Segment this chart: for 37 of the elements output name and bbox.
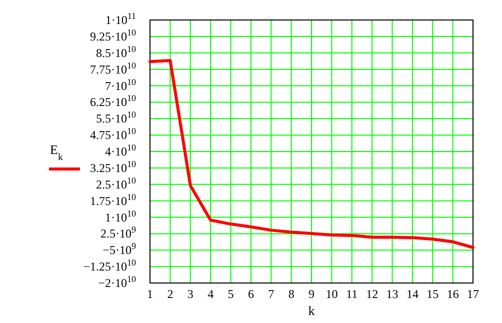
x-tick-label: 10	[326, 287, 338, 301]
x-tick-label: 11	[346, 287, 358, 301]
x-tick-label: 13	[386, 287, 398, 301]
x-axis-title: k	[308, 303, 316, 318]
y-tick-label: 6.25·10$^{10}$	[90, 93, 136, 110]
x-tick-label: 6	[248, 287, 254, 301]
x-tick-label: 9	[308, 287, 314, 301]
y-tick-label: 8.5·10$^{10}$	[96, 44, 136, 60]
y-tick-label: 1·10$^{11}$	[105, 11, 136, 27]
x-tick-label: 15	[426, 287, 439, 301]
text: E$_{k}$	[50, 142, 63, 162]
x-tick-label: 3	[187, 287, 194, 301]
y-tick-label: 1.75·10$^{10}$	[90, 192, 136, 208]
x-tick-label: 7	[268, 287, 274, 301]
y-tick-label: 4·10$^{10}$	[105, 142, 136, 158]
x-tick-label: 2	[167, 287, 174, 301]
x-tick-label: 12	[366, 287, 378, 301]
x-tick-label: 17	[467, 287, 479, 301]
line-series	[148, 59, 474, 249]
x-tick-label: 5	[228, 287, 234, 301]
y-tick-label: 9.25·10$^{10}$	[90, 27, 136, 44]
x-tick-label: 1	[147, 287, 153, 301]
y-tick-label: −2·10$^{10}$	[98, 274, 136, 290]
y-tick-label: 2.5·10$^{10}$	[96, 175, 136, 192]
y-tick-label: 4.75·10$^{10}$	[90, 126, 136, 142]
y-tick-label: −5·10$^{9}$	[102, 241, 136, 258]
y-tick-label: 1·10$^{10}$	[105, 208, 136, 224]
y-tick-label: 7·10$^{10}$	[105, 76, 136, 93]
y-tick-label: 3.25·10$^{10}$	[90, 158, 136, 175]
x-tick-label: 16	[446, 287, 459, 301]
y-tick-label: 2.5·10$^{9}$	[100, 224, 136, 241]
y-tick-label: −1.25·10$^{10}$	[83, 258, 136, 274]
y-tick-label: 7.75·10$^{10}$	[90, 60, 136, 76]
y-tick-label: 5.5·10$^{10}$	[96, 110, 136, 126]
x-tick-label: 14	[406, 287, 418, 301]
x-tick-label: 8	[288, 287, 294, 301]
x-tick-label: 4	[208, 287, 214, 301]
